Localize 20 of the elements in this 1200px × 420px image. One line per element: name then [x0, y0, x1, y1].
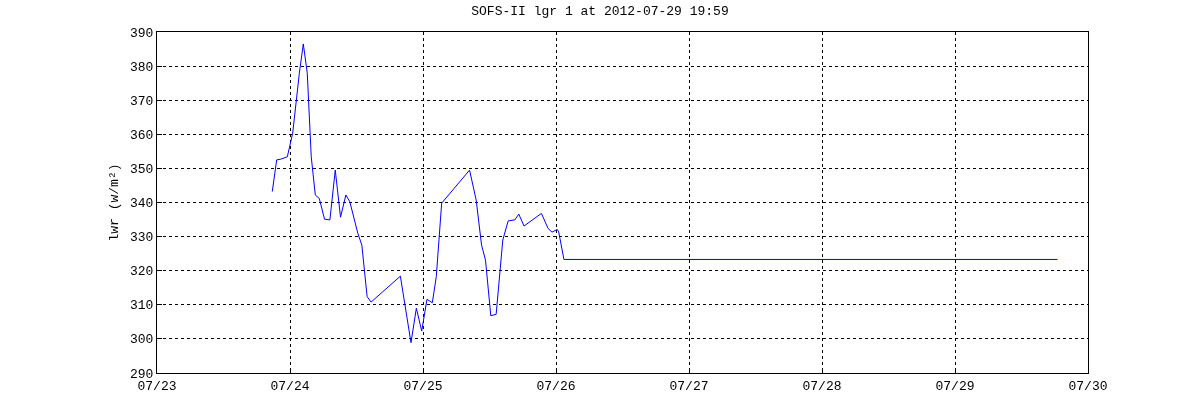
line-series [271, 43, 1058, 344]
x-tick-label: 07/24 [270, 378, 310, 394]
x-tick-label: 07/27 [669, 378, 709, 394]
y-tick-label: 320 [129, 264, 154, 280]
x-tick-label: 07/26 [536, 378, 576, 394]
y-axis-title: lwr (w/m²) [106, 163, 122, 242]
x-tick-label: 07/30 [1068, 378, 1108, 394]
y-tick-label: 360 [129, 127, 154, 143]
y-tick-label: 390 [129, 25, 154, 41]
chart-title: SOFS-II lgr 1 at 2012-07-29 19:59 [471, 4, 729, 20]
y-tick-label: 330 [129, 230, 154, 246]
x-tick-label: 07/29 [935, 378, 975, 394]
y-tick-label: 310 [129, 298, 154, 314]
y-tick-label: 300 [129, 332, 154, 348]
y-tick-label: 340 [129, 196, 154, 212]
y-tick-label: 370 [129, 93, 154, 109]
x-tick-label: 07/28 [802, 378, 842, 394]
y-tick-label: 380 [129, 59, 154, 75]
y-tick-label: 350 [129, 161, 154, 177]
x-tick-label: 07/25 [403, 378, 443, 394]
